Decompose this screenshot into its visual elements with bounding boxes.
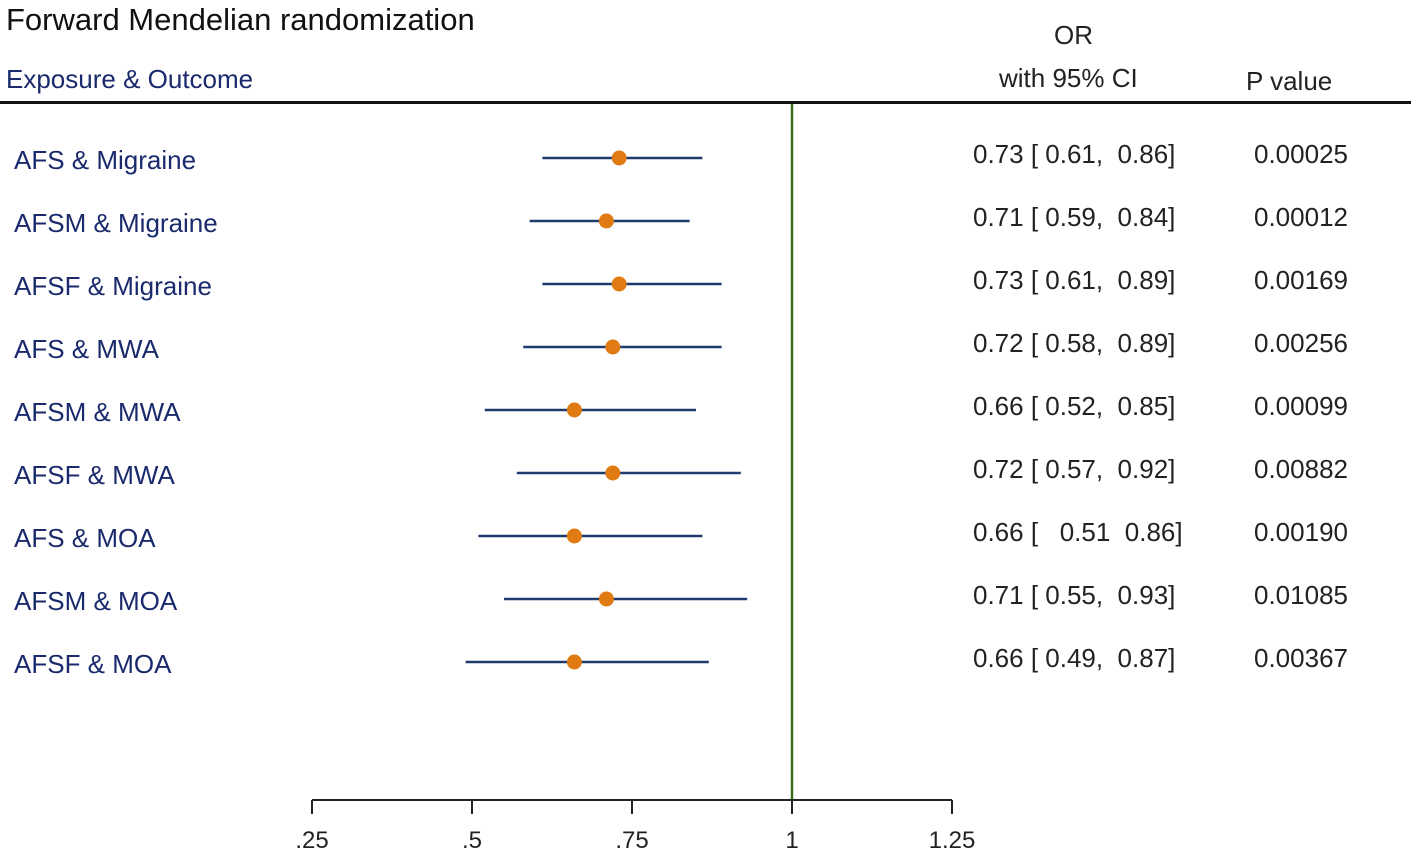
row-label: AFSM & MOA (14, 586, 178, 616)
row-or-ci: 0.73 [ 0.61, 0.86] (973, 139, 1175, 169)
estimate-point (566, 654, 582, 670)
x-tick-label: 1.25 (929, 827, 976, 854)
row-or-ci: 0.72 [ 0.57, 0.92] (973, 454, 1175, 484)
or-header: OR (1054, 20, 1093, 50)
estimate-point (611, 150, 627, 166)
row-p-value: 0.00882 (1254, 454, 1348, 484)
x-tick-label: .5 (462, 827, 482, 854)
exposure-outcome-header: Exposure & Outcome (6, 64, 254, 94)
row-or-ci: 0.66 [ 0.49, 0.87] (973, 643, 1175, 673)
estimate-point (566, 402, 582, 418)
x-tick-label: 1 (785, 827, 798, 854)
row-p-value: 0.00025 (1254, 139, 1348, 169)
row-or-ci: 0.73 [ 0.61, 0.89] (973, 265, 1175, 295)
row-p-value: 0.00169 (1254, 265, 1348, 295)
ci-header: with 95% CI (999, 63, 1138, 93)
row-label: AFSF & MOA (14, 649, 172, 679)
estimate-point (598, 213, 614, 229)
row-or-ci: 0.66 [ 0.52, 0.85] (973, 391, 1175, 421)
estimate-point (566, 528, 582, 544)
row-or-ci: 0.71 [ 0.59, 0.84] (973, 202, 1175, 232)
row-label: AFS & MOA (14, 523, 156, 553)
x-tick-label: .25 (295, 827, 328, 854)
row-or-ci: 0.71 [ 0.55, 0.93] (973, 580, 1175, 610)
estimate-point (611, 276, 627, 292)
row-p-value: 0.00367 (1254, 643, 1348, 673)
row-label: AFS & MWA (14, 334, 160, 364)
estimate-point (598, 591, 614, 607)
x-tick-label: .75 (615, 827, 648, 854)
row-p-value: 0.00190 (1254, 517, 1348, 547)
row-or-ci: 0.72 [ 0.58, 0.89] (973, 328, 1175, 358)
estimate-point (605, 465, 621, 481)
row-label: AFSF & MWA (14, 460, 175, 490)
row-or-ci: 0.66 [ 0.51 0.86] (973, 517, 1183, 547)
row-p-value: 0.01085 (1254, 580, 1348, 610)
header-rule (0, 101, 1411, 104)
row-label: AFSM & MWA (14, 397, 181, 427)
row-p-value: 0.00256 (1254, 328, 1348, 358)
row-label: AFS & Migraine (14, 145, 196, 175)
p-value-header: P value (1246, 66, 1333, 96)
chart-title: Forward Mendelian randomization (6, 2, 475, 37)
row-label: AFSF & Migraine (14, 271, 212, 301)
row-label: AFSM & Migraine (14, 208, 218, 238)
row-p-value: 0.00012 (1254, 202, 1348, 232)
row-p-value: 0.00099 (1254, 391, 1348, 421)
estimate-point (605, 339, 621, 355)
